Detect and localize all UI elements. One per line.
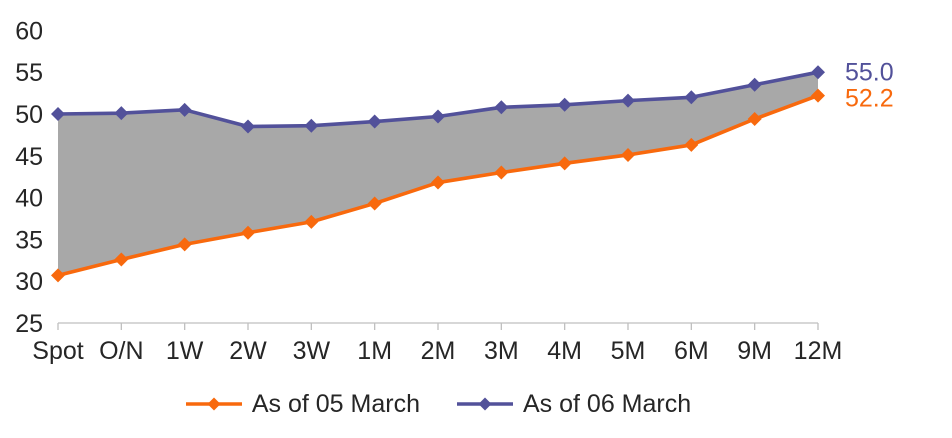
y-axis-tick-label: 25 [15, 310, 43, 338]
x-axis-tick-label: 12M [794, 337, 843, 365]
fill-area-between-curves [58, 72, 818, 276]
x-axis-tick-label: 1W [166, 337, 204, 365]
x-axis-tick-label: 6M [674, 337, 709, 365]
diamond-marker-as-of-06-march [177, 102, 192, 117]
diamond-marker-as-of-05-march [51, 268, 65, 283]
y-axis-tick-label: 30 [15, 268, 43, 296]
diamond-marker-as-of-06-march [240, 119, 255, 134]
diamond-marker-as-of-05-march [240, 225, 255, 240]
diamond-marker-as-of-06-march [810, 65, 825, 80]
diamond-marker-as-of-06-march [494, 100, 509, 115]
legend-swatch-orange-icon [185, 396, 243, 412]
x-axis-tick-label: 3M [484, 337, 519, 365]
legend-label-as-of-05-march: As of 05 March [251, 389, 420, 418]
x-axis-tick-label: 9M [737, 337, 772, 365]
diamond-marker-as-of-06-march [114, 106, 129, 121]
legend-item-as-of-06-march: As of 06 March [456, 389, 692, 418]
diamond-marker-as-of-05-march [494, 165, 509, 180]
diamond-marker-as-of-05-march [304, 214, 319, 229]
y-axis-tick-label: 45 [15, 143, 43, 171]
x-axis-tick-label: 2M [421, 337, 456, 365]
diamond-marker-as-of-05-march [620, 147, 635, 162]
diamond-marker-as-of-05-march [557, 156, 572, 171]
diamond-marker-as-of-05-march [747, 112, 762, 127]
x-axis-tick-label: 4M [547, 337, 582, 365]
legend-label-as-of-06-march: As of 06 March [523, 389, 692, 418]
diamond-marker-as-of-06-march [557, 97, 572, 112]
x-axis-tick-label: 3W [293, 337, 331, 365]
y-axis-tick-label: 40 [15, 185, 43, 213]
y-axis-tick-label: 55 [15, 59, 43, 87]
x-axis-tick-label: 1M [357, 337, 392, 365]
x-axis-tick-label: O/N [99, 337, 143, 365]
legend-swatch-purple-icon [456, 396, 514, 412]
diamond-marker-as-of-05-march [114, 252, 129, 267]
y-axis-tick-label: 60 [15, 17, 43, 45]
diamond-marker-as-of-06-march [684, 90, 699, 105]
x-axis-tick-label: 5M [611, 337, 646, 365]
diamond-marker-as-of-06-march [51, 107, 65, 121]
diamond-marker-as-of-06-march [620, 93, 635, 108]
y-axis-tick-label: 35 [15, 226, 43, 254]
x-axis-tick-label: 2W [229, 337, 267, 365]
end-label-as-of-05-march: 52.2 [845, 84, 894, 113]
diamond-marker-as-of-06-march [747, 77, 762, 92]
diamond-marker-as-of-05-march [684, 137, 699, 152]
y-axis-tick-label: 50 [15, 101, 43, 129]
diamond-marker-as-of-05-march [177, 237, 192, 252]
diamond-marker-as-of-05-march [810, 88, 825, 103]
diamond-marker-as-of-06-march [430, 109, 445, 124]
x-axis-tick-label: Spot [32, 337, 83, 365]
diamond-marker-as-of-05-march [430, 175, 445, 190]
diamond-marker-as-of-06-march [367, 114, 382, 129]
legend-item-as-of-05-march: As of 05 March [185, 389, 420, 418]
end-label-as-of-06-march: 55.0 [845, 58, 894, 87]
diamond-marker-as-of-05-march [367, 196, 382, 211]
diamond-marker-as-of-06-march [304, 118, 319, 133]
legend: As of 05 March As of 06 March [58, 389, 818, 419]
